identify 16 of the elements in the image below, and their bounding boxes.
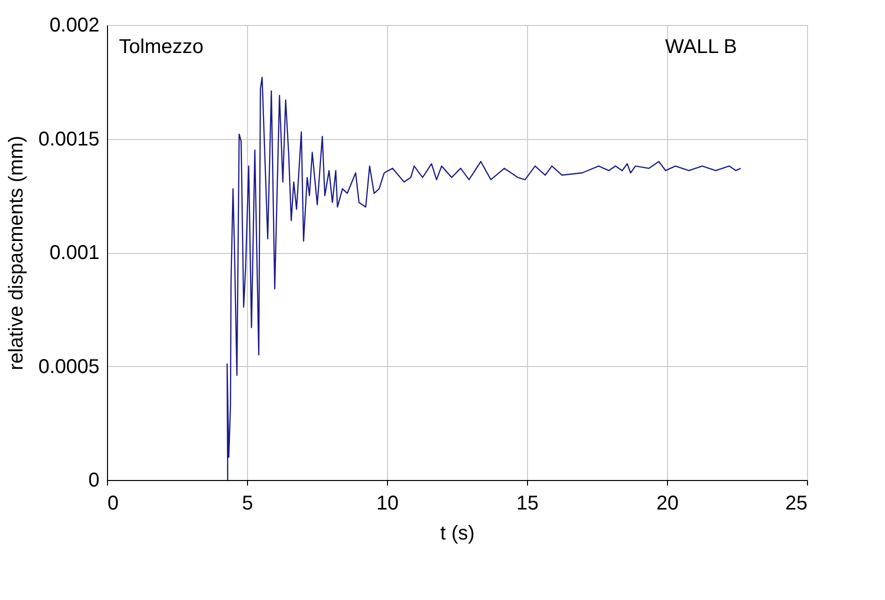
x-tick-label: 0 [108, 492, 119, 514]
x-tick-label: 25 [785, 492, 808, 514]
x-axis-title: t (s) [440, 522, 475, 544]
x-tick-label: 15 [516, 492, 539, 514]
annotation: WALL B [665, 36, 737, 58]
annotation: Tolmezzo [119, 36, 204, 58]
y-tick-label: 0.0015 [38, 128, 100, 150]
y-tick-label: 0 [88, 470, 100, 492]
y-tick-label: 0.0005 [38, 356, 100, 378]
y-axis-title: relative dispacments (mm) [5, 136, 28, 370]
line-series [226, 76, 742, 481]
x-tick-label: 5 [242, 492, 254, 514]
y-tick-label: 0.002 [49, 14, 100, 36]
y-tick-label: 0.001 [49, 242, 100, 264]
x-tick-label: 20 [656, 492, 679, 514]
x-tick-label: 10 [376, 492, 399, 514]
